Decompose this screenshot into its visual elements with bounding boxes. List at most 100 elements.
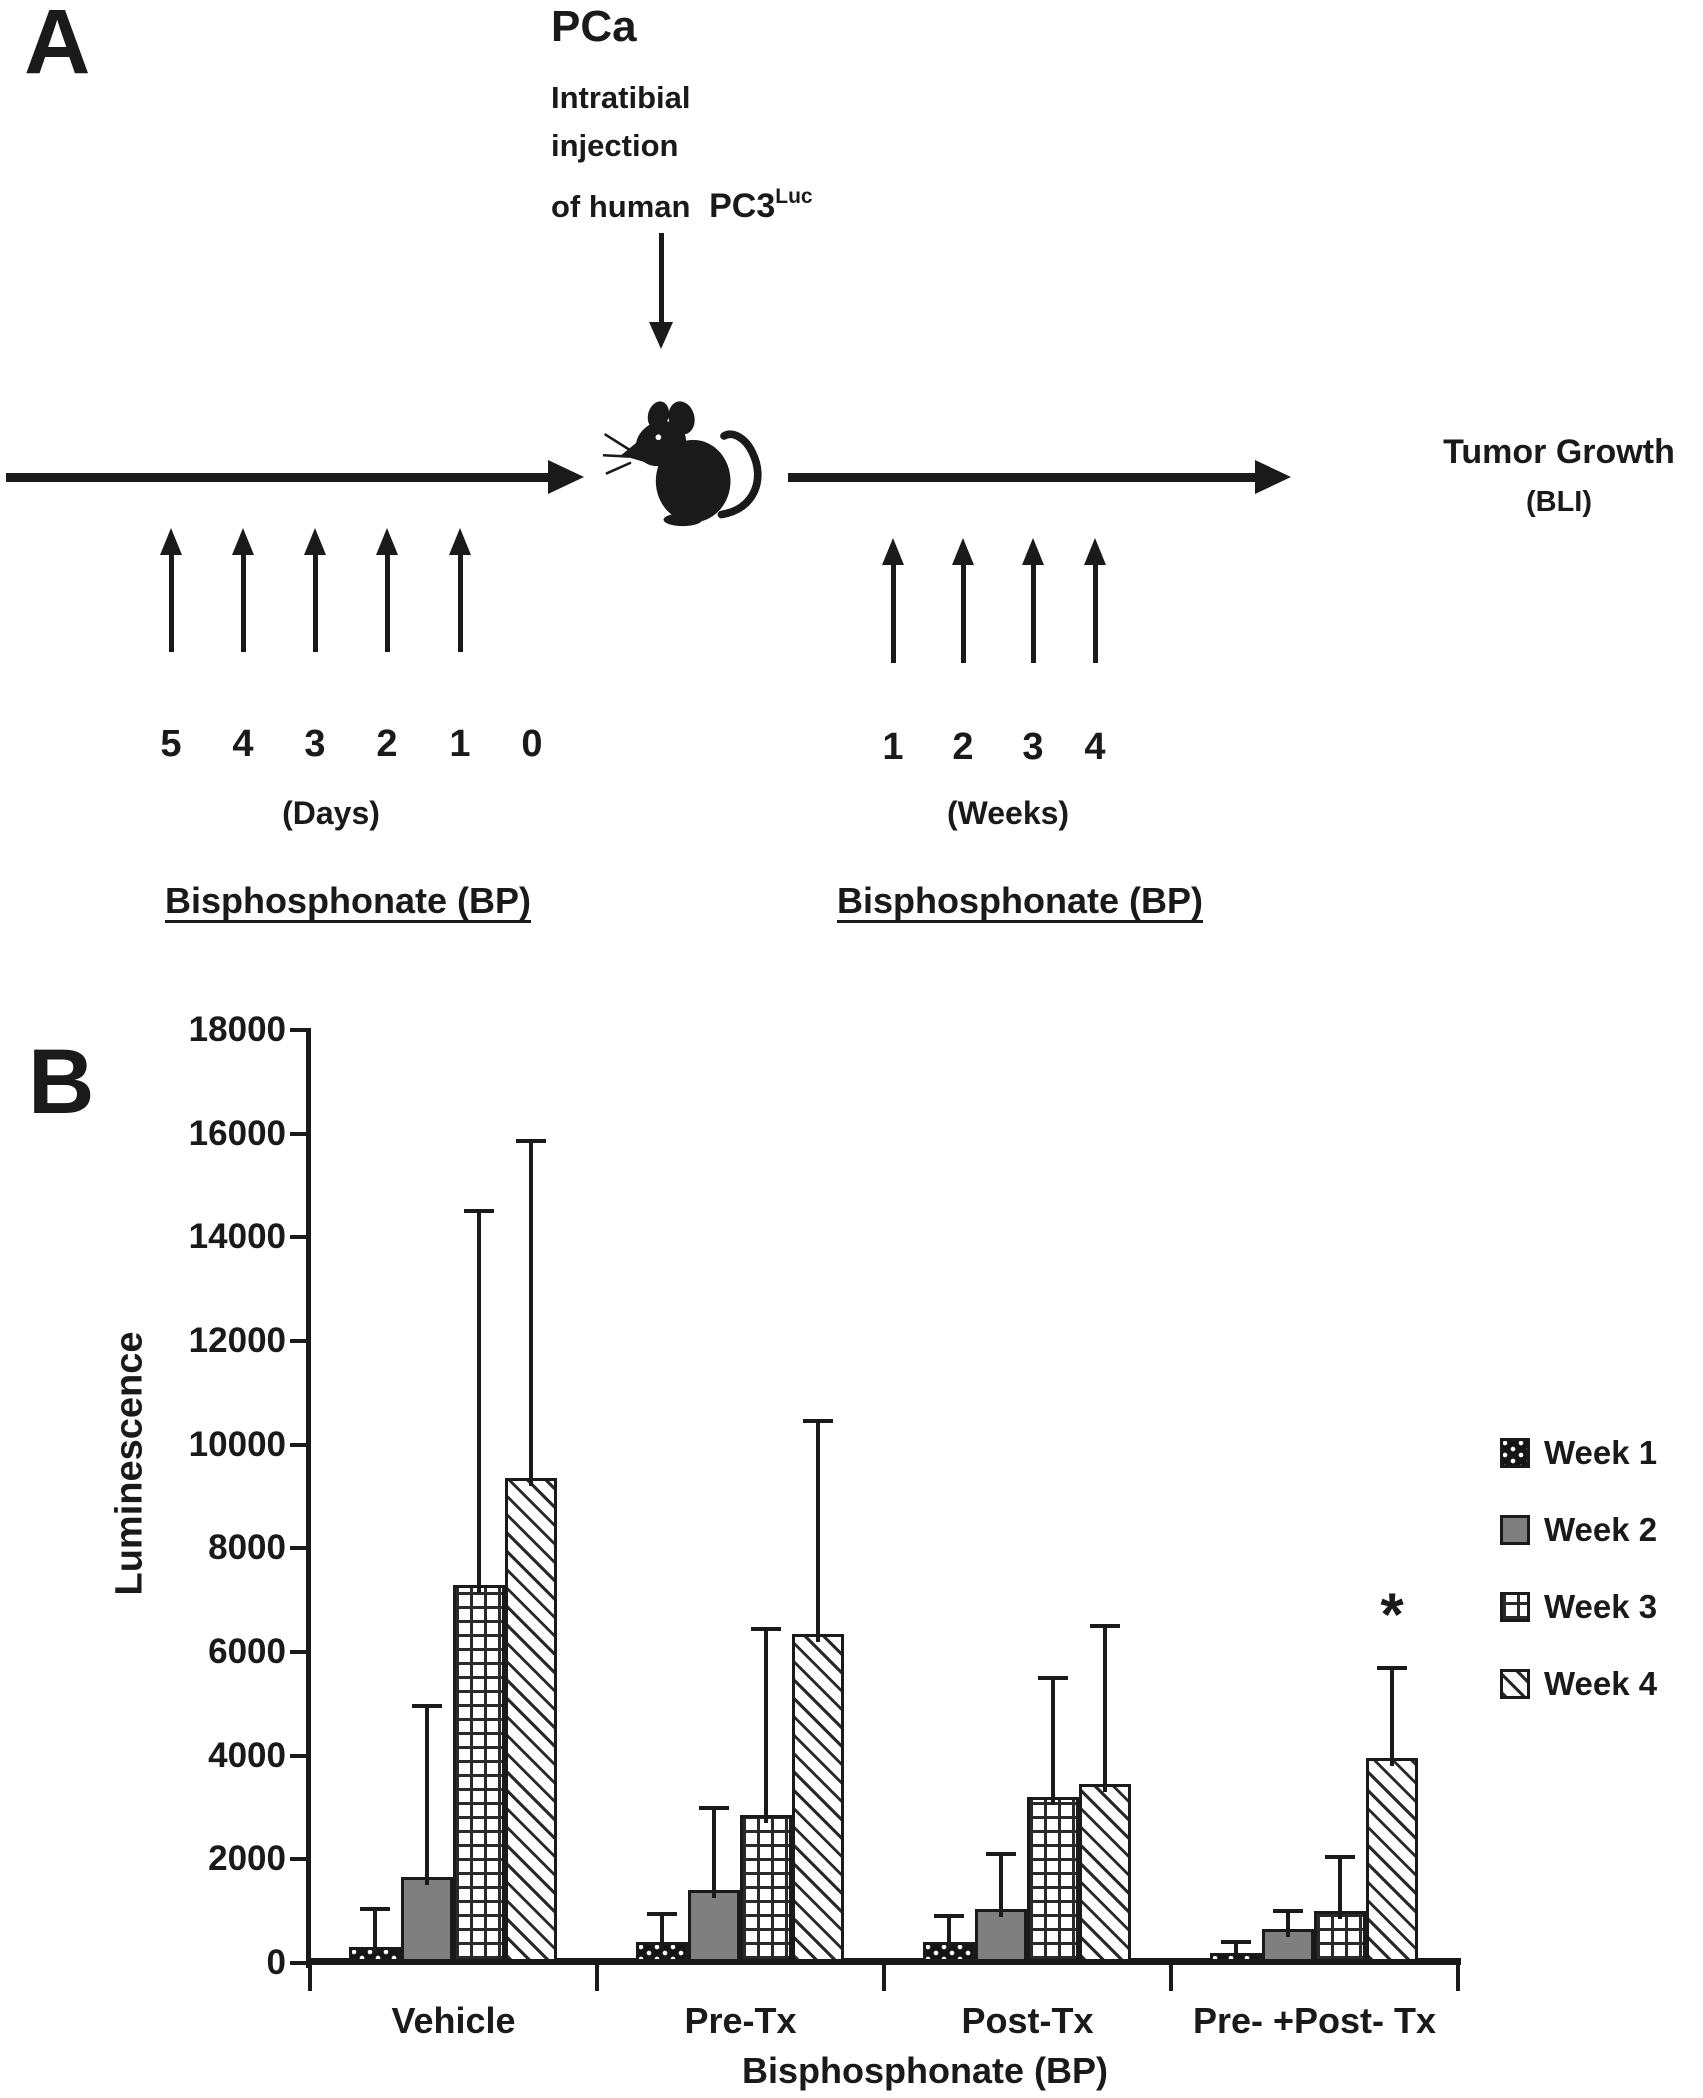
bar-post-tx-week-4 xyxy=(1079,1784,1131,1962)
error-bar-vehicle-week-3 xyxy=(477,1211,481,1593)
x-tick-4 xyxy=(1456,1963,1460,1991)
pre-dose-arrow-stem xyxy=(384,552,390,652)
legend-swatch-week-3 xyxy=(1500,1592,1530,1622)
pre-tick-label-3: 3 xyxy=(304,723,326,765)
post-dose-arrow-stem xyxy=(1030,562,1036,663)
post-unit-label: (Weeks) xyxy=(946,795,1070,831)
timeline-post-arrowhead xyxy=(1255,460,1291,494)
error-bar-post-tx-week-2 xyxy=(999,1854,1003,1917)
post-dose-arrow-stem xyxy=(1092,562,1098,663)
error-bar-pre-tx-week-1 xyxy=(660,1913,664,1951)
legend-swatch-week-1 xyxy=(1500,1438,1530,1468)
injection-desc-line2: injection xyxy=(551,128,679,163)
post-tick-label-2: 2 xyxy=(952,726,974,768)
y-tick-0 xyxy=(290,1961,306,1965)
y-tick-label-0: 0 xyxy=(266,1943,286,1982)
pre-dose-arrow-stem xyxy=(457,552,463,652)
y-tick-4000 xyxy=(290,1753,306,1758)
injection-title: PCa xyxy=(551,2,637,51)
error-bar-pre-tx-week-3 xyxy=(764,1628,768,1824)
y-tick-label-6000: 6000 xyxy=(208,1632,286,1672)
timeline-pre-arrowhead xyxy=(548,460,584,494)
y-tick-label-8000: 8000 xyxy=(208,1528,286,1568)
y-tick-label-18000: 18000 xyxy=(188,1010,286,1050)
y-tick-12000 xyxy=(290,1339,306,1344)
post-dose-arrow-head xyxy=(1022,538,1044,565)
pre-tick-label-0: 0 xyxy=(521,723,543,765)
error-cap-pre-tx-week-3 xyxy=(751,1626,781,1631)
timeline-post-line xyxy=(788,473,1258,482)
y-tick-14000 xyxy=(290,1235,306,1240)
error-cap-pre-post-tx-week-1 xyxy=(1221,1940,1251,1945)
error-cap-post-tx-week-2 xyxy=(986,1852,1016,1857)
injection-arrow-stem xyxy=(659,233,664,325)
legend-swatch-week-4 xyxy=(1500,1669,1530,1699)
error-cap-vehicle-week-1 xyxy=(360,1906,390,1911)
bar-pre-post-tx-week-3 xyxy=(1314,1911,1366,1962)
error-cap-pre-post-tx-week-4 xyxy=(1377,1665,1407,1670)
error-bar-post-tx-week-3 xyxy=(1051,1677,1055,1806)
x-tick-0 xyxy=(308,1963,312,1991)
error-bar-pre-tx-week-2 xyxy=(712,1807,716,1899)
legend-label-week-2: Week 2 xyxy=(1544,1511,1658,1548)
y-tick-label-10000: 10000 xyxy=(188,1424,286,1464)
bar-vehicle-week-4 xyxy=(505,1478,557,1962)
cell-line-name: PC3 xyxy=(709,187,776,225)
pre-tick-label-1: 1 xyxy=(449,723,471,765)
pre-dose-arrow-head xyxy=(449,528,471,555)
y-axis-line xyxy=(306,1028,311,1968)
error-cap-vehicle-week-3 xyxy=(464,1209,494,1214)
y-tick-6000 xyxy=(290,1650,306,1655)
pre-dose-arrow-head xyxy=(376,528,398,555)
post-treatment-label: Bisphosphonate (BP) xyxy=(837,880,1203,921)
legend-label-week-3: Week 3 xyxy=(1544,1588,1658,1625)
outcome-line1: Tumor Growth xyxy=(1443,433,1675,471)
pre-dose-arrow-head xyxy=(304,528,326,555)
category-label-pre-tx: Pre-Tx xyxy=(684,2000,797,2041)
error-bar-pre-post-tx-week-1 xyxy=(1234,1942,1238,1961)
injection-desc-line3-text: of human xyxy=(551,189,691,224)
pre-unit-label: (Days) xyxy=(282,795,380,831)
mouse-icon xyxy=(601,392,773,534)
pre-dose-arrow-stem xyxy=(240,552,246,652)
bar-pre-tx-week-4 xyxy=(792,1633,844,1962)
pre-dose-arrow-stem xyxy=(312,552,318,652)
legend-label-week-4: Week 4 xyxy=(1544,1665,1658,1702)
injection-arrow-head xyxy=(649,322,673,349)
error-cap-pre-tx-week-1 xyxy=(647,1911,677,1916)
bar-post-tx-week-1 xyxy=(923,1942,975,1962)
bar-vehicle-week-3 xyxy=(453,1584,505,1962)
error-bar-vehicle-week-1 xyxy=(373,1908,377,1956)
bar-pre-tx-week-3 xyxy=(740,1815,792,1962)
bar-vehicle-week-2 xyxy=(401,1877,453,1962)
post-dose-arrow-head xyxy=(882,538,904,565)
x-tick-3 xyxy=(1169,1963,1173,1991)
post-dose-arrow-stem xyxy=(960,562,966,663)
pre-tick-label-5: 5 xyxy=(160,723,182,765)
bar-post-tx-week-3 xyxy=(1027,1797,1079,1962)
injection-desc-line3: of human PC3Luc xyxy=(551,185,813,226)
pre-dose-arrow-head xyxy=(160,528,182,555)
y-tick-16000 xyxy=(290,1131,306,1136)
timeline-pre-line xyxy=(6,473,551,482)
y-tick-18000 xyxy=(290,1028,306,1033)
bar-pre-post-tx-week-4 xyxy=(1366,1758,1418,1962)
y-tick-label-12000: 12000 xyxy=(188,1321,286,1361)
legend-label-week-1: Week 1 xyxy=(1544,1434,1658,1471)
injection-desc-line1: Intratibial xyxy=(551,80,691,115)
pre-tick-label-2: 2 xyxy=(376,723,398,765)
error-cap-pre-tx-week-4 xyxy=(803,1419,833,1424)
post-tick-label-3: 3 xyxy=(1022,726,1044,768)
x-tick-2 xyxy=(882,1963,886,1991)
cell-line-superscript: Luc xyxy=(775,185,813,208)
panel-b-label: B xyxy=(28,1031,95,1133)
y-tick-2000 xyxy=(290,1857,306,1862)
y-tick-label-2000: 2000 xyxy=(208,1839,286,1879)
error-bar-post-tx-week-1 xyxy=(947,1916,951,1951)
post-dose-arrow-stem xyxy=(890,562,896,663)
pre-dose-arrow-head xyxy=(232,528,254,555)
y-tick-label-4000: 4000 xyxy=(208,1735,286,1775)
category-label-vehicle: Vehicle xyxy=(391,2000,516,2041)
